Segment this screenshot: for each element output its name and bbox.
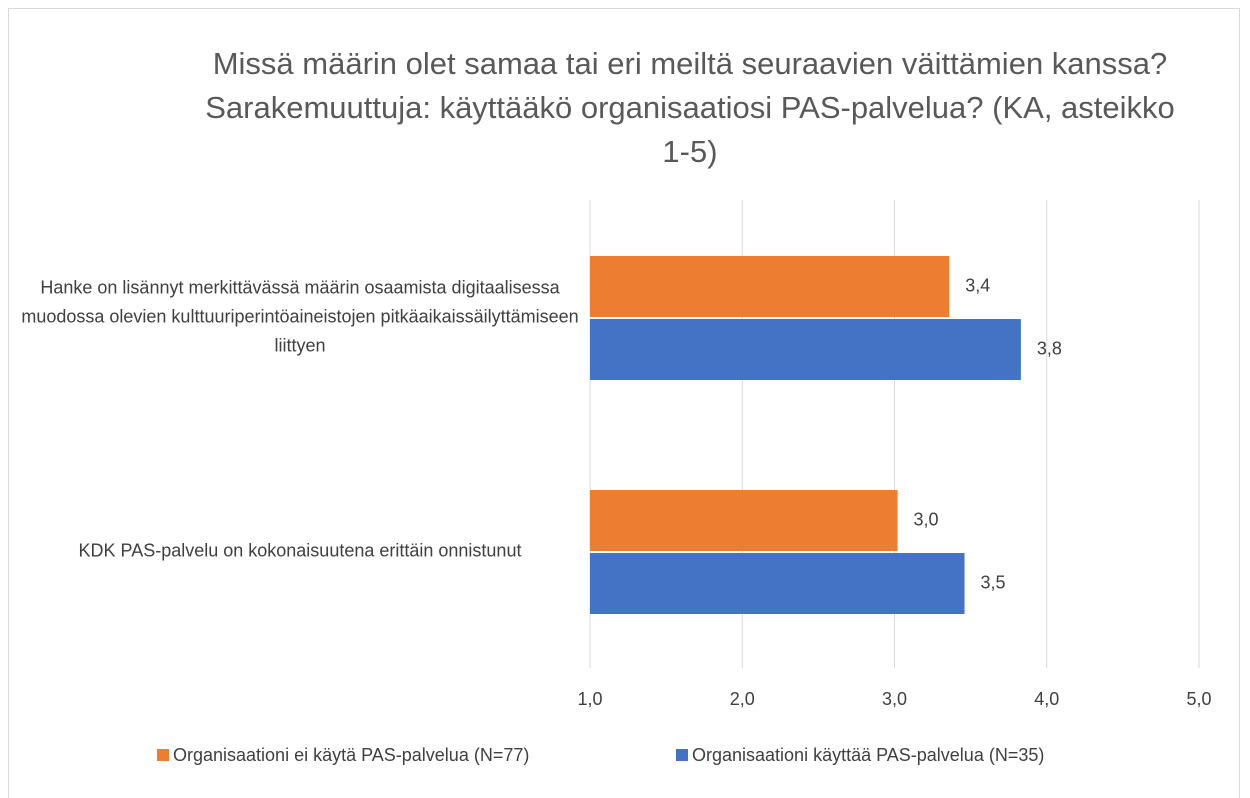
value-label: 3,8 (1037, 338, 1062, 358)
legend-swatch (676, 749, 688, 761)
x-tick-label: 1,0 (577, 689, 602, 709)
x-tick-label: 3,0 (882, 689, 907, 709)
y-tick-label: Hanke on lisännyt merkittävässä määrin o… (21, 277, 579, 356)
bar (590, 490, 898, 551)
chart-frame (8, 8, 1240, 798)
chart-title: Missä määrin olet samaa tai eri meiltä s… (205, 46, 1175, 169)
value-label: 3,4 (965, 275, 990, 295)
x-tick-label: 2,0 (730, 689, 755, 709)
x-tick-label: 4,0 (1034, 689, 1059, 709)
legend-label: Organisaationi käyttää PAS-palvelua (N=3… (692, 745, 1044, 765)
bar (590, 256, 950, 317)
y-tick-label: KDK PAS-palvelu on kokonaisuutena erittä… (78, 540, 522, 561)
legend-label: Organisaationi ei käytä PAS-palvelua (N=… (173, 745, 529, 765)
value-label: 3,5 (981, 572, 1006, 592)
value-label: 3,0 (914, 509, 939, 529)
x-tick-label: 5,0 (1186, 689, 1211, 709)
bar (590, 319, 1021, 380)
legend-swatch (157, 749, 169, 761)
bar (590, 553, 965, 614)
